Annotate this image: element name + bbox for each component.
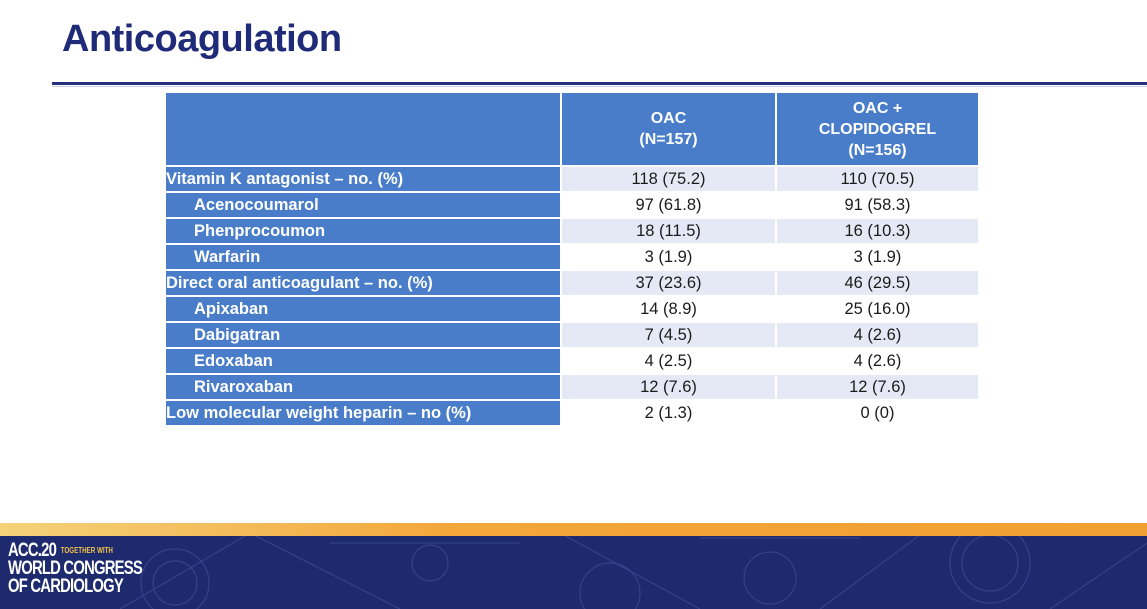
logo-tagline: TOGETHER WITH [60, 546, 113, 555]
cell-oac: 14 (8.9) [562, 297, 775, 321]
table-row: Vitamin K antagonist – no. (%) 118 (75.2)… [166, 167, 978, 191]
header-oac: OAC (N=157) [562, 93, 775, 165]
cell-oac-clopidogrel: 4 (2.6) [777, 349, 978, 373]
row-label: Apixaban [166, 297, 560, 321]
cell-oac-clopidogrel: 46 (29.5) [777, 271, 978, 295]
footer-decoration [119, 523, 1147, 609]
table-row: Edoxaban 4 (2.5) 4 (2.6) [166, 349, 978, 373]
row-label: Direct oral anticoagulant – no. (%) [166, 271, 560, 295]
footer-band [0, 523, 1147, 609]
header-oac-line: OAC [650, 110, 687, 127]
header-clop-line: (N=156) [848, 141, 907, 159]
anticoagulation-table: OAC (N=157) OAC + CLOPIDOGREL (N=156) Vi… [164, 91, 980, 427]
title-divider-thin [52, 86, 1147, 87]
table-row: Warfarin 3 (1.9) 3 (1.9) [166, 245, 978, 269]
cell-oac: 18 (11.5) [562, 219, 775, 243]
table-row: Rivaroxaban 12 (7.6) 12 (7.6) [166, 375, 978, 399]
cell-oac-clopidogrel: 0 (0) [777, 401, 978, 425]
row-label: Rivaroxaban [166, 375, 560, 399]
header-clop-line: CLOPIDOGREL [818, 120, 937, 138]
table-row: Phenprocoumon 18 (11.5) 16 (10.3) [166, 219, 978, 243]
cell-oac: 3 (1.9) [562, 245, 775, 269]
title-divider [52, 82, 1147, 85]
cell-oac: 4 (2.5) [562, 349, 775, 373]
row-label: Acenocoumarol [166, 193, 560, 217]
logo-line-2: WORLD CONGRESS [8, 558, 143, 580]
row-label: Warfarin [166, 245, 560, 269]
table-row: Apixaban 14 (8.9) 25 (16.0) [166, 297, 978, 321]
footer-stripe [0, 523, 1147, 536]
cell-oac: 97 (61.8) [562, 193, 775, 217]
row-label: Dabigatran [166, 323, 560, 347]
cell-oac-clopidogrel: 91 (58.3) [777, 193, 978, 217]
table-row: Dabigatran 7 (4.5) 4 (2.6) [166, 323, 978, 347]
cell-oac-clopidogrel: 25 (16.0) [777, 297, 978, 321]
cell-oac-clopidogrel: 3 (1.9) [777, 245, 978, 269]
row-label: Low molecular weight heparin – no (%) [166, 401, 560, 425]
table-row: Direct oral anticoagulant – no. (%) 37 (2… [166, 271, 978, 295]
acc-wcc-logo: ACC.20 TOGETHER WITH WORLD CONGRESS OF CA… [8, 540, 143, 598]
cell-oac-clopidogrel: 16 (10.3) [777, 219, 978, 243]
logo-line-1: ACC.20 [8, 540, 57, 562]
cell-oac: 118 (75.2) [562, 167, 775, 191]
cell-oac: 2 (1.3) [562, 401, 775, 425]
row-label: Phenprocoumon [166, 219, 560, 243]
cell-oac-clopidogrel: 12 (7.6) [777, 375, 978, 399]
cell-oac-clopidogrel: 4 (2.6) [777, 323, 978, 347]
cell-oac: 12 (7.6) [562, 375, 775, 399]
slide-title: Anticoagulation [62, 18, 342, 60]
cell-oac-clopidogrel: 110 (70.5) [777, 167, 978, 191]
table-header-row: OAC (N=157) OAC + CLOPIDOGREL (N=156) [166, 93, 978, 165]
row-label: Edoxaban [166, 349, 560, 373]
header-oac-line: (N=157) [639, 131, 698, 148]
table-body: Vitamin K antagonist – no. (%) 118 (75.2)… [166, 167, 978, 425]
table-row: Acenocoumarol 97 (61.8) 91 (58.3) [166, 193, 978, 217]
header-oac-clopidogrel: OAC + CLOPIDOGREL (N=156) [777, 93, 978, 165]
row-label: Vitamin K antagonist – no. (%) [166, 167, 560, 191]
cell-oac: 37 (23.6) [562, 271, 775, 295]
header-blank-cell [166, 93, 560, 165]
header-clop-line: OAC + [852, 99, 903, 117]
cell-oac: 7 (4.5) [562, 323, 775, 347]
table-row: Low molecular weight heparin – no (%) 2 (… [166, 401, 978, 425]
logo-line-3: OF CARDIOLOGY [8, 576, 124, 598]
